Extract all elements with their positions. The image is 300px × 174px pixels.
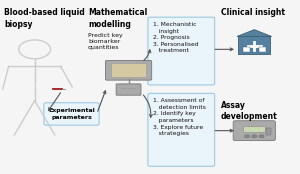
- FancyBboxPatch shape: [52, 88, 62, 89]
- Circle shape: [259, 135, 264, 138]
- Text: Experimental
parameters: Experimental parameters: [48, 108, 95, 120]
- Text: Mathematical
modelling: Mathematical modelling: [88, 8, 147, 29]
- Polygon shape: [237, 30, 272, 37]
- FancyBboxPatch shape: [44, 103, 99, 125]
- Circle shape: [244, 135, 250, 138]
- FancyBboxPatch shape: [111, 63, 146, 77]
- FancyBboxPatch shape: [233, 121, 275, 141]
- FancyBboxPatch shape: [259, 47, 266, 52]
- FancyBboxPatch shape: [243, 125, 265, 132]
- FancyBboxPatch shape: [243, 47, 250, 52]
- FancyBboxPatch shape: [116, 84, 141, 95]
- Text: Predict key
biomarker
quantities: Predict key biomarker quantities: [88, 33, 123, 50]
- Text: Clinical insight: Clinical insight: [221, 8, 285, 17]
- Text: 1. Assessment of
   detection limits
2. Identify key
   parameters
3. Explore fu: 1. Assessment of detection limits 2. Ide…: [153, 98, 206, 136]
- Text: 1. Mechanistic
   insight
2. Prognosis
3. Personalised
   treatment: 1. Mechanistic insight 2. Prognosis 3. P…: [153, 22, 199, 53]
- FancyBboxPatch shape: [238, 37, 270, 54]
- Text: Blood-based liquid
biopsy: Blood-based liquid biopsy: [4, 8, 85, 29]
- FancyBboxPatch shape: [148, 17, 215, 85]
- FancyBboxPatch shape: [105, 60, 152, 80]
- FancyBboxPatch shape: [148, 93, 215, 166]
- Circle shape: [252, 135, 257, 138]
- Text: Assay
development: Assay development: [221, 101, 278, 121]
- FancyBboxPatch shape: [266, 128, 271, 135]
